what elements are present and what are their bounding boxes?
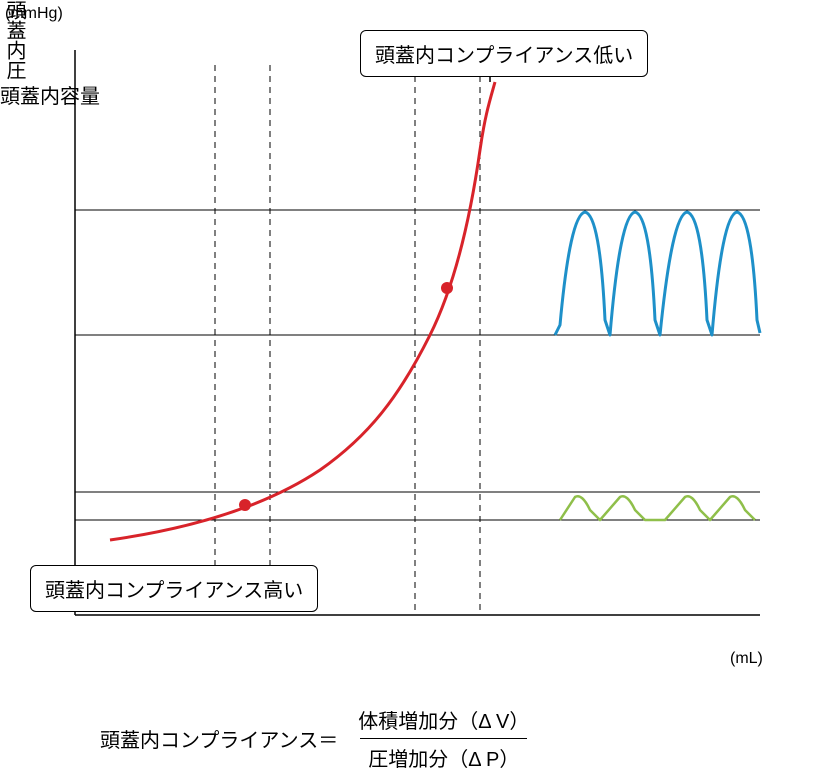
box-low-compliance: 頭蓋内コンプライアンス低い — [360, 30, 648, 77]
box-high-compliance: 頭蓋内コンプライアンス高い — [30, 565, 318, 612]
y-unit-label: (mmHg) — [5, 5, 63, 23]
wave-low-compliance — [555, 212, 760, 335]
horizontal-lines — [75, 210, 760, 520]
compliance-formula: 頭蓋内コンプライアンス＝ 体積増加分（Δ V） 圧増加分（Δ P） — [100, 705, 537, 772]
vertical-dashes — [215, 65, 480, 615]
compliance-curve — [110, 82, 495, 540]
point-high-compliance — [239, 499, 251, 511]
formula-lhs: 頭蓋内コンプライアンス＝ — [100, 724, 338, 753]
wave-high-compliance — [560, 496, 755, 520]
compliance-diagram — [0, 0, 814, 781]
x-unit-label: (mL) — [730, 650, 763, 668]
point-low-compliance — [441, 282, 453, 294]
formula-numerator: 体積増加分（Δ V） — [350, 705, 537, 738]
formula-denominator: 圧増加分（Δ P） — [360, 738, 527, 772]
